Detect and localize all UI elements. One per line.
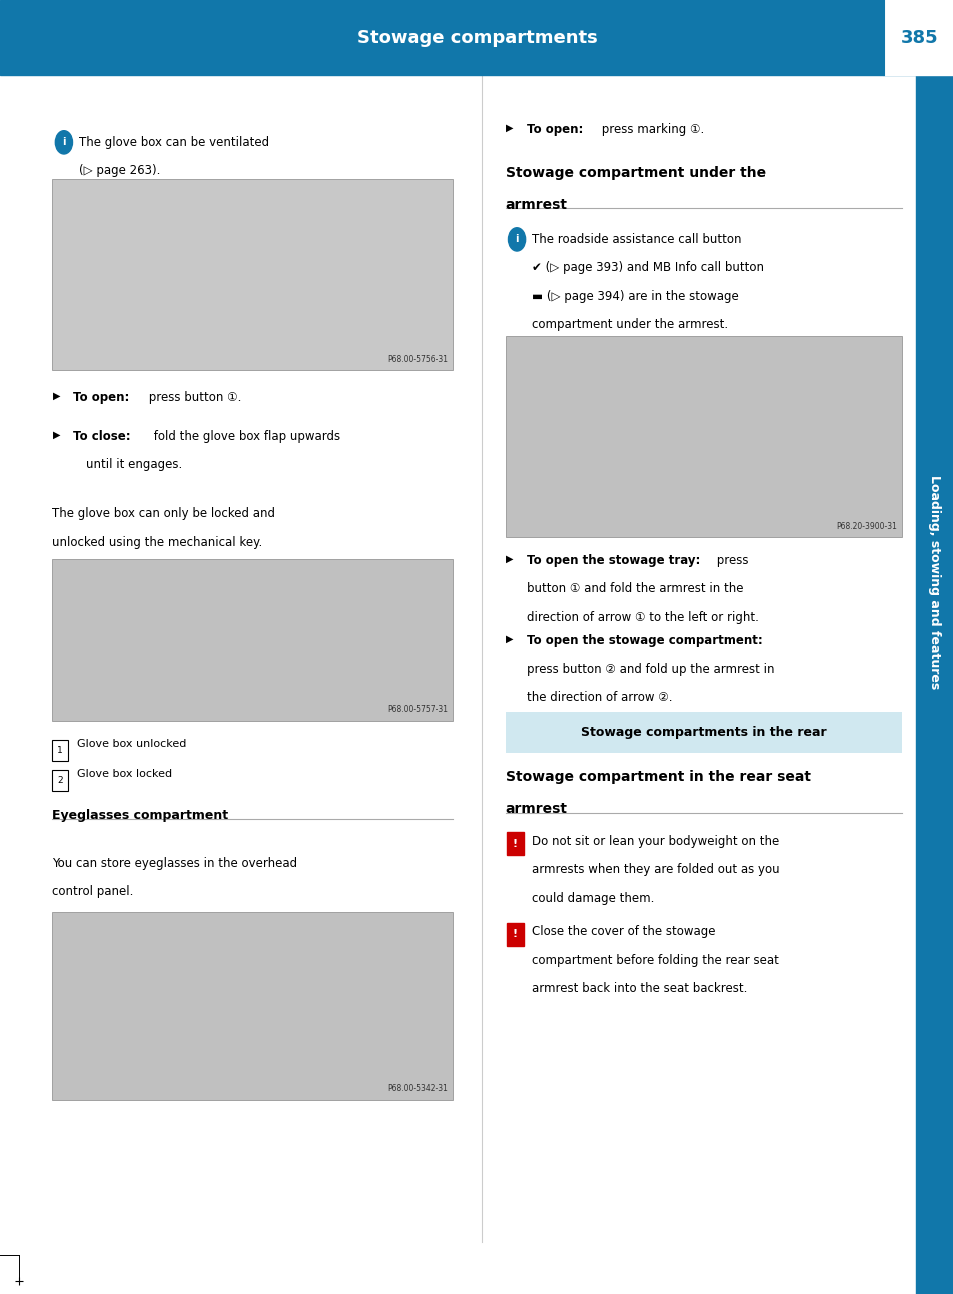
Text: press button ② and fold up the armrest in: press button ② and fold up the armrest i… xyxy=(526,663,773,675)
Text: Stowage compartments: Stowage compartments xyxy=(356,28,597,47)
Text: ▶: ▶ xyxy=(52,391,60,401)
Text: (▷ page 263).: (▷ page 263). xyxy=(79,164,160,177)
Text: armrest back into the seat backrest.: armrest back into the seat backrest. xyxy=(532,982,747,995)
Text: control panel.: control panel. xyxy=(52,885,133,898)
Text: armrests when they are folded out as you: armrests when they are folded out as you xyxy=(532,863,780,876)
Text: could damage them.: could damage them. xyxy=(532,892,654,905)
Text: The roadside assistance call button: The roadside assistance call button xyxy=(532,233,741,246)
Text: Do not sit or lean your bodyweight on the: Do not sit or lean your bodyweight on th… xyxy=(532,835,779,848)
Text: press marking ①.: press marking ①. xyxy=(598,123,703,136)
Text: P68.00-5756-31: P68.00-5756-31 xyxy=(387,355,448,364)
Text: Eyeglasses compartment: Eyeglasses compartment xyxy=(52,809,229,822)
Bar xyxy=(0,0,953,75)
Text: !: ! xyxy=(512,839,517,849)
Text: Stowage compartments in the rear: Stowage compartments in the rear xyxy=(580,726,825,739)
Text: i: i xyxy=(62,137,66,148)
Text: P68.00-5342-31: P68.00-5342-31 xyxy=(387,1084,448,1093)
Text: 385: 385 xyxy=(900,28,937,47)
Bar xyxy=(52,179,453,370)
Text: To open:: To open: xyxy=(526,123,582,136)
Text: press: press xyxy=(712,554,747,567)
Text: ▶: ▶ xyxy=(505,634,513,644)
Text: 1: 1 xyxy=(57,747,63,754)
Text: unlocked using the mechanical key.: unlocked using the mechanical key. xyxy=(52,536,262,549)
Bar xyxy=(915,75,953,1294)
Text: compartment before folding the rear seat: compartment before folding the rear seat xyxy=(532,954,779,967)
Bar xyxy=(52,559,453,721)
Text: Glove box unlocked: Glove box unlocked xyxy=(77,739,187,749)
Text: !: ! xyxy=(512,929,517,939)
Text: Stowage compartment in the rear seat: Stowage compartment in the rear seat xyxy=(505,770,810,784)
Text: press button ①.: press button ①. xyxy=(145,391,241,404)
Bar xyxy=(505,712,901,753)
Bar xyxy=(52,912,453,1100)
Circle shape xyxy=(508,228,525,251)
Text: armrest: armrest xyxy=(505,802,567,817)
Text: The glove box can be ventilated: The glove box can be ventilated xyxy=(79,136,269,149)
Text: P68.20-3900-31: P68.20-3900-31 xyxy=(835,521,896,531)
Text: Glove box locked: Glove box locked xyxy=(77,769,172,779)
Text: To open the stowage compartment:: To open the stowage compartment: xyxy=(526,634,761,647)
Text: until it engages.: until it engages. xyxy=(86,458,182,471)
Text: ▶: ▶ xyxy=(505,554,513,564)
Text: ▬ (▷ page 394) are in the stowage: ▬ (▷ page 394) are in the stowage xyxy=(532,290,739,303)
Text: To close:: To close: xyxy=(73,430,131,443)
Text: ✔ (▷ page 393) and MB Info call button: ✔ (▷ page 393) and MB Info call button xyxy=(532,261,763,274)
Bar xyxy=(505,336,901,537)
Text: Stowage compartment under the: Stowage compartment under the xyxy=(505,166,765,180)
Text: Close the cover of the stowage: Close the cover of the stowage xyxy=(532,925,715,938)
Text: the direction of arrow ②.: the direction of arrow ②. xyxy=(526,691,672,704)
Text: fold the glove box flap upwards: fold the glove box flap upwards xyxy=(150,430,339,443)
Text: ▶: ▶ xyxy=(505,123,513,133)
Text: To open the stowage tray:: To open the stowage tray: xyxy=(526,554,700,567)
Text: armrest: armrest xyxy=(505,198,567,212)
Bar xyxy=(506,923,523,946)
Text: You can store eyeglasses in the overhead: You can store eyeglasses in the overhead xyxy=(52,857,297,870)
Text: direction of arrow ① to the left or right.: direction of arrow ① to the left or righ… xyxy=(526,611,758,624)
Bar xyxy=(52,770,68,791)
Text: P68.00-5757-31: P68.00-5757-31 xyxy=(387,705,448,714)
Text: Loading, stowing and features: Loading, stowing and features xyxy=(927,475,941,690)
Text: i: i xyxy=(515,234,518,245)
Text: compartment under the armrest.: compartment under the armrest. xyxy=(532,318,728,331)
Bar xyxy=(506,832,523,855)
Bar xyxy=(52,740,68,761)
Text: The glove box can only be locked and: The glove box can only be locked and xyxy=(52,507,275,520)
Circle shape xyxy=(55,131,72,154)
Text: 2: 2 xyxy=(57,776,63,784)
Text: ▶: ▶ xyxy=(52,430,60,440)
Bar xyxy=(883,0,953,75)
Text: button ① and fold the armrest in the: button ① and fold the armrest in the xyxy=(526,582,742,595)
Text: To open:: To open: xyxy=(73,391,130,404)
